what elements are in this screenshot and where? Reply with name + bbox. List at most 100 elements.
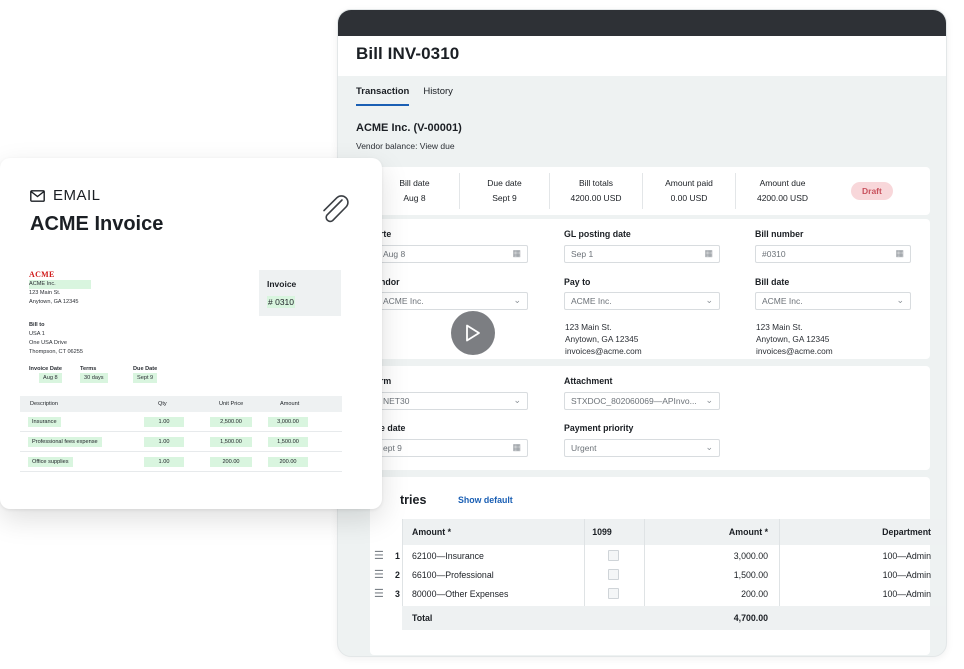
checkbox[interactable] xyxy=(608,550,619,561)
summary-value: 4200.00 USD xyxy=(756,193,809,203)
table-row[interactable]: ☰ 2 66100—Professional 1,500.00 100—Admi… xyxy=(370,565,946,584)
bill-date-label: Bill date xyxy=(755,277,790,287)
list-item: Professional fees expense 1.00 1,500.00 … xyxy=(20,432,342,452)
vendor-value: ACME Inc. xyxy=(383,296,424,306)
tab-history[interactable]: History xyxy=(423,86,453,97)
checkbox[interactable] xyxy=(608,569,619,580)
bill-to-line: USA 1 xyxy=(29,331,45,337)
invoice-number-box: Invoice # 0310 xyxy=(259,270,341,316)
header-description: Description xyxy=(30,401,58,407)
payment-priority-select[interactable]: Urgent ⌄ xyxy=(564,439,720,457)
chevron-down-icon: ⌄ xyxy=(513,295,521,305)
row-department: 100—Admin xyxy=(882,569,931,580)
summary-bill-totals: Bill totals 4200.00 USD xyxy=(550,173,643,209)
tab-transaction[interactable]: Transaction xyxy=(356,86,410,106)
address-line: 123 Main St. xyxy=(565,322,612,332)
row-amount: 3,000.00 xyxy=(268,416,308,427)
drag-handle-icon[interactable]: ☰ xyxy=(374,550,384,562)
meta-due-date: Due Date Sept 9 xyxy=(133,365,157,383)
attachment-label: Attachment xyxy=(564,376,613,386)
payment-priority-label: Payment priority xyxy=(564,423,634,433)
header-department: Department xyxy=(882,527,931,537)
bill-window: Bill INV-0310 Transaction History ACME I… xyxy=(337,9,947,657)
vendor-name: ACME Inc. (V-00001) xyxy=(356,122,462,134)
bill-to-line: Thompson, CT 06255 xyxy=(29,349,84,355)
due-date-field[interactable]: ept 9 ▦ xyxy=(370,439,528,457)
acme-logo: ACME xyxy=(29,270,55,279)
pay-to-select[interactable]: ACME Inc. ⌄ xyxy=(564,292,720,310)
row-amount: 1,500.00 xyxy=(268,436,308,447)
meta-value: Aug 8 xyxy=(39,373,62,383)
term-select[interactable]: NET30 ⌄ xyxy=(370,392,528,410)
chevron-down-icon: ⌄ xyxy=(705,395,713,405)
row-1099[interactable] xyxy=(608,565,619,584)
row-1099[interactable] xyxy=(608,584,619,603)
meta-terms: Terms 30 days xyxy=(80,365,108,383)
list-item: Insurance 1.00 2,500.00 3,000.00 xyxy=(20,412,342,432)
window-titlebar xyxy=(338,10,946,36)
term-label: rm xyxy=(380,376,392,386)
row-qty: 1.00 xyxy=(144,436,184,447)
row-amount: 200.00 xyxy=(741,588,768,599)
email-header: EMAIL xyxy=(30,187,101,204)
row-qty: 1.00 xyxy=(144,416,184,427)
entries-total-row: Total 4,700.00 xyxy=(402,606,946,630)
bill-summary: Bill date Aug 8 Due date Sept 9 Bill tot… xyxy=(370,167,930,215)
attachment-value: STXDOC_802060069—APInvo... xyxy=(571,396,697,406)
from-line: 123 Main St. xyxy=(29,290,61,296)
row-account: 66100—Professional xyxy=(412,569,494,580)
row-amount: 1,500.00 xyxy=(733,569,768,580)
bill-date-select[interactable]: ACME Inc. ⌄ xyxy=(755,292,911,310)
drag-handle-icon[interactable]: ☰ xyxy=(374,569,384,581)
summary-label: Amount due xyxy=(759,178,806,188)
vendor-balance-link[interactable]: Vendor balance: View due xyxy=(356,141,455,151)
table-row[interactable]: ☰ 3 80000—Other Expenses 200.00 100—Admi… xyxy=(370,584,946,603)
header-unit-price: Unit Price xyxy=(219,401,244,407)
row-description: Professional fees expense xyxy=(28,436,102,447)
attachment-select[interactable]: STXDOC_802060069—APInvo... ⌄ xyxy=(564,392,720,410)
due-date-label: e date xyxy=(380,423,406,433)
paperclip-icon[interactable] xyxy=(318,194,352,228)
vendor-select[interactable]: ACME Inc. ⌄ xyxy=(370,292,528,310)
invoice-bill-to: Bill to USA 1 One USA Drive Thompson, CT… xyxy=(29,321,83,357)
summary-label: Due date xyxy=(487,178,522,188)
summary-value: 0.00 USD xyxy=(670,193,708,203)
chevron-down-icon: ⌄ xyxy=(896,295,904,305)
drag-handle-icon[interactable]: ☰ xyxy=(374,588,384,600)
play-video-button[interactable] xyxy=(451,311,495,355)
list-item: Office supplies 1.00 200.00 200.00 xyxy=(20,452,342,472)
total-value: 4,700.00 xyxy=(733,613,768,623)
row-unit-price: 1,500.00 xyxy=(210,436,252,447)
email-title: ACME Invoice xyxy=(30,213,164,235)
address-email: invoices@acme.com xyxy=(756,346,833,356)
summary-due-date: Due date Sept 9 xyxy=(460,173,550,209)
column-divider xyxy=(584,519,585,630)
gl-posting-date-value: Sep 1 xyxy=(571,249,594,259)
bill-number-field[interactable]: #0310 ▦ xyxy=(755,245,911,263)
summary-value: 4200.00 USD xyxy=(570,193,622,203)
invoice-from-address: ACME Inc. 123 Main St. Anytown, GA 12345 xyxy=(29,280,91,307)
tab-bar: Transaction History xyxy=(356,86,453,106)
row-1099[interactable] xyxy=(608,546,619,565)
calendar-icon: ▦ xyxy=(704,248,713,258)
row-description: Office supplies xyxy=(28,456,73,467)
bill-header: Bill INV-0310 xyxy=(338,36,946,76)
bill-date-value: ACME Inc. xyxy=(762,296,803,306)
chevron-down-icon: ⌄ xyxy=(705,295,713,305)
meta-value: Sept 9 xyxy=(133,373,158,383)
row-department: 100—Admin xyxy=(882,588,931,599)
table-row[interactable]: ☰ 1 62100—Insurance 3,000.00 100—Admin xyxy=(370,546,946,565)
gl-posting-date-field[interactable]: Sep 1 ▦ xyxy=(564,245,720,263)
show-default-link[interactable]: Show default xyxy=(458,495,513,505)
pay-to-address: 123 Main St. Anytown, GA 12345 invoices@… xyxy=(565,321,642,357)
column-divider xyxy=(644,519,645,630)
row-amount: 3,000.00 xyxy=(733,550,768,561)
chevron-down-icon: ⌄ xyxy=(705,442,713,452)
row-amount: 200.00 xyxy=(268,456,308,467)
date-field[interactable]: Aug 8 ▦ xyxy=(370,245,528,263)
due-date-value: ept 9 xyxy=(383,443,402,453)
row-number: 3 xyxy=(395,588,400,599)
row-qty: 1.00 xyxy=(144,456,184,467)
checkbox[interactable] xyxy=(608,588,619,599)
chevron-down-icon: ⌄ xyxy=(513,395,521,405)
